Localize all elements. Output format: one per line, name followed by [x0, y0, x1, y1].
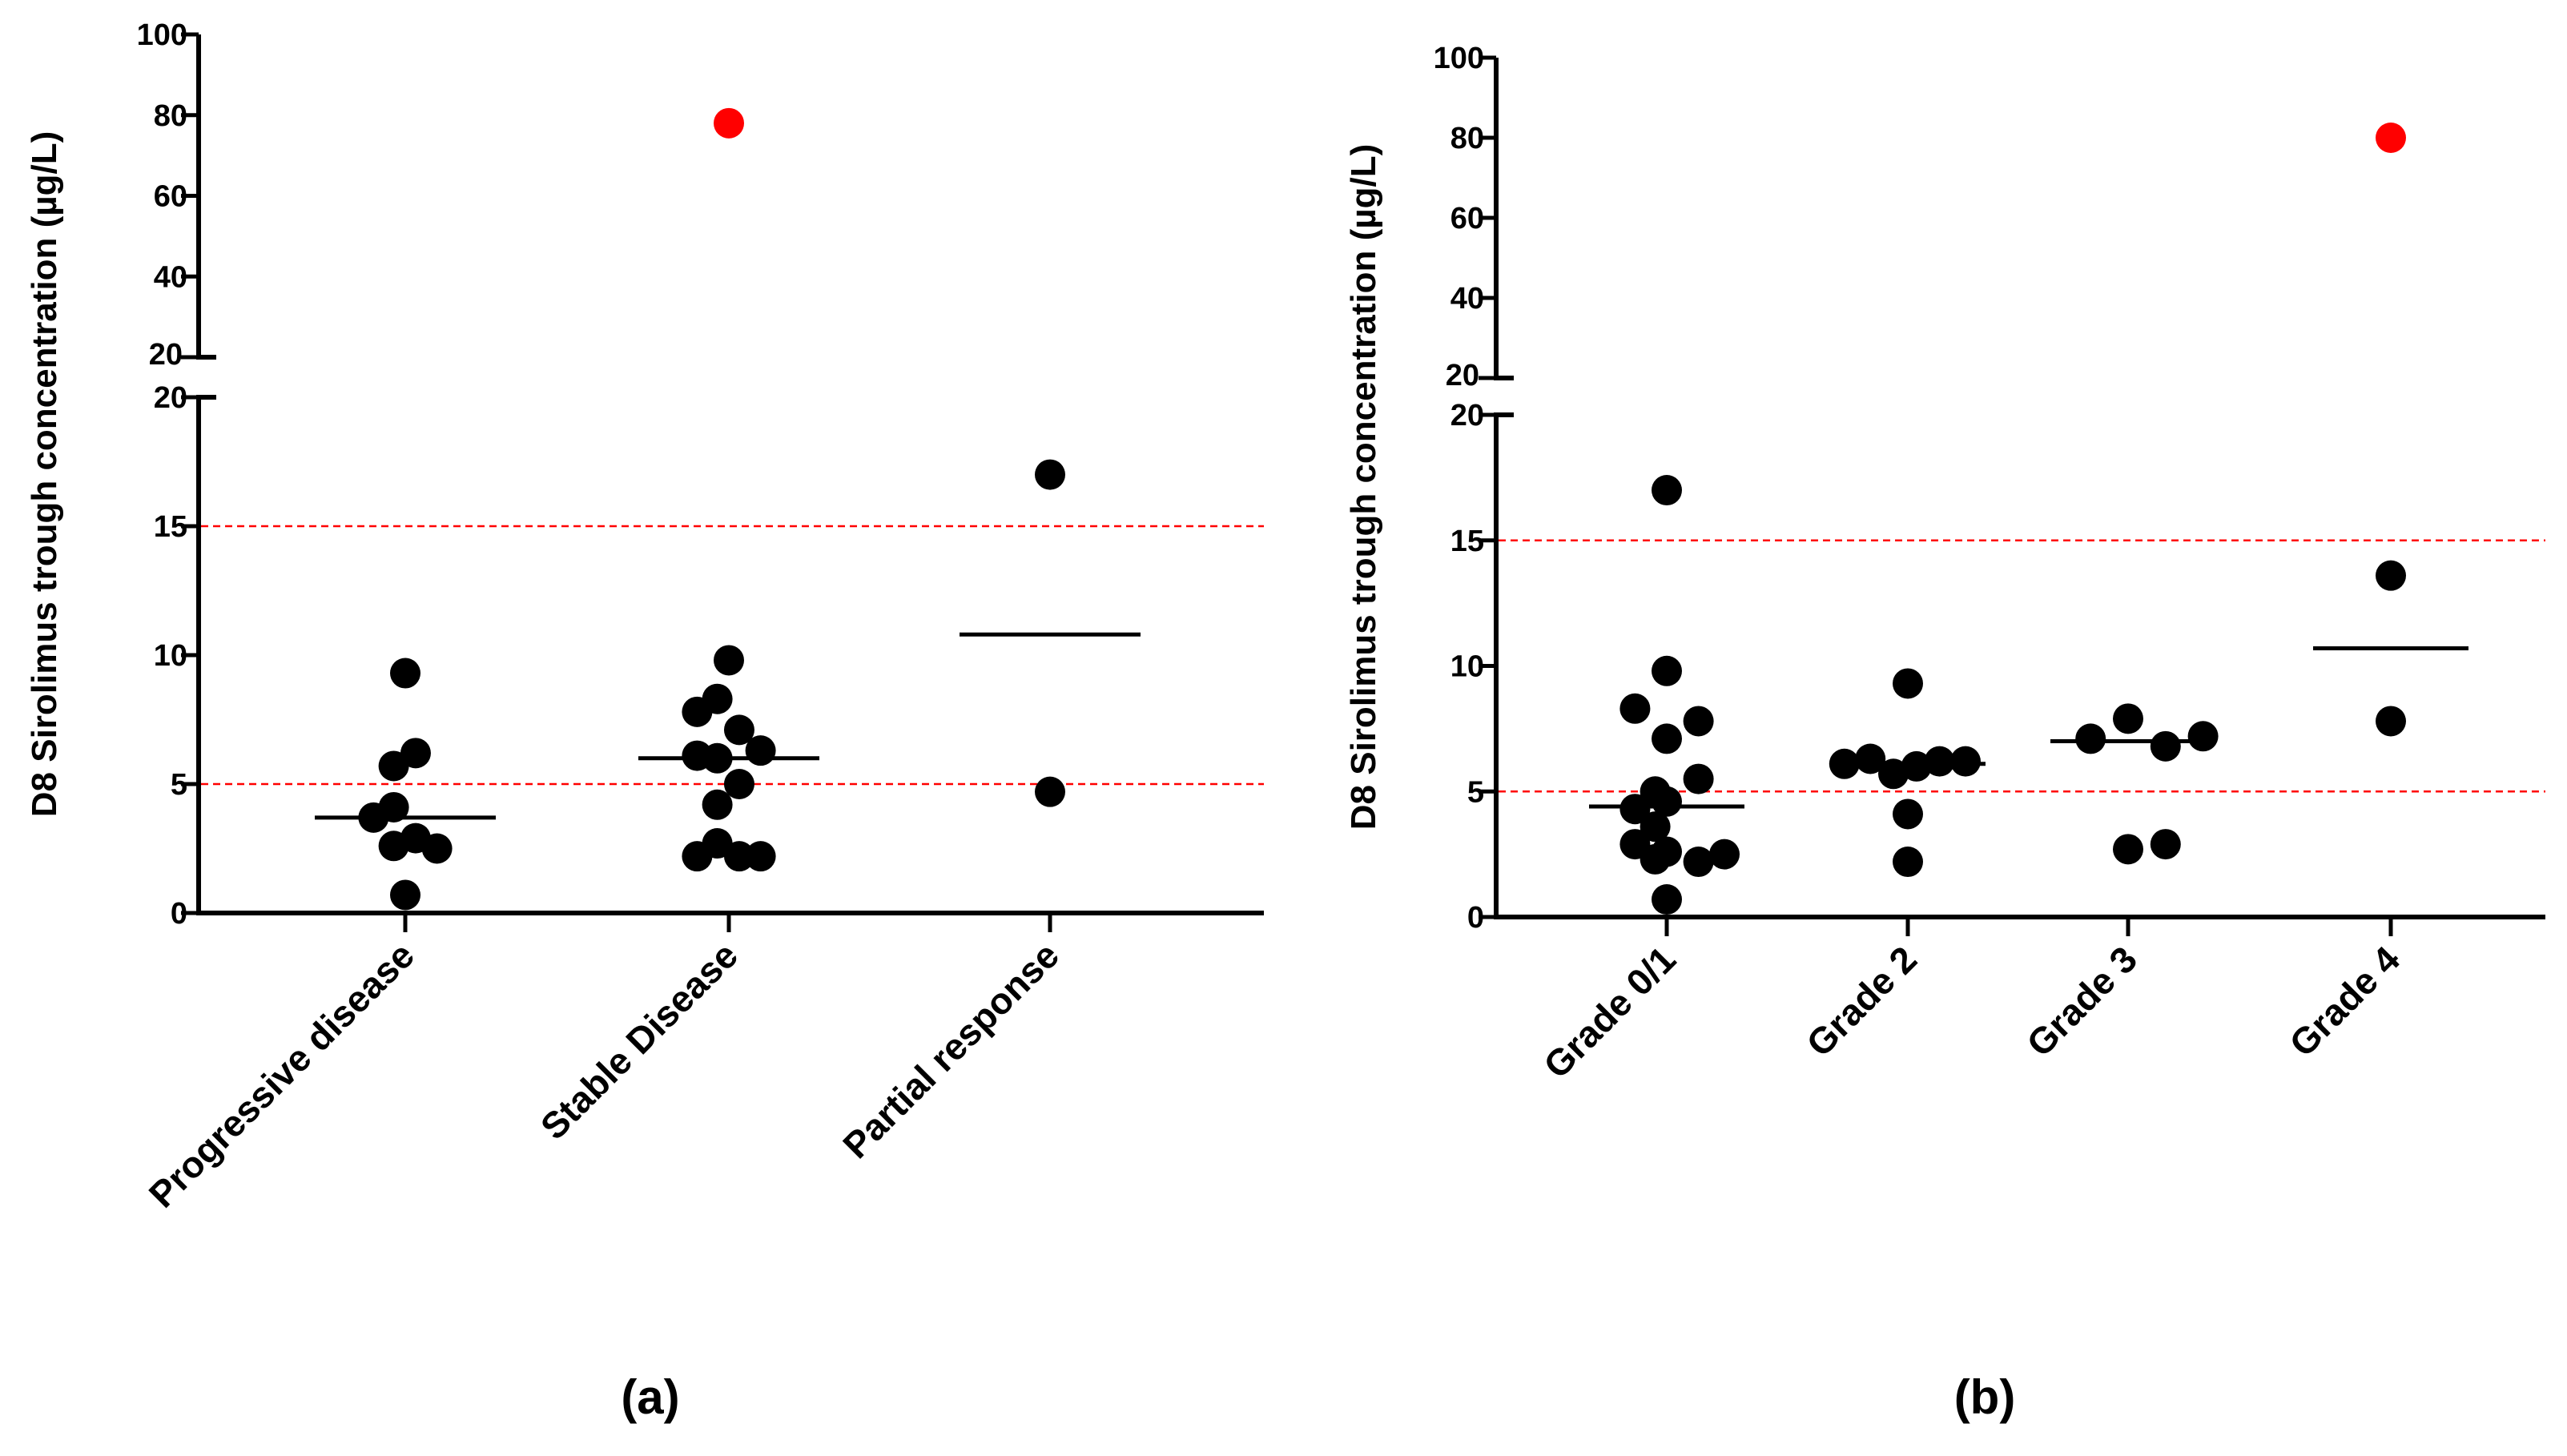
- data-point: [1652, 836, 1682, 867]
- y-tick-label: 100: [137, 18, 187, 52]
- data-point: [1652, 723, 1682, 754]
- y-tick-label: 20: [154, 381, 187, 415]
- data-point: [1652, 884, 1682, 915]
- data-point: [1683, 763, 1714, 794]
- y-tick-label: 10: [1450, 650, 1484, 684]
- x-category-label: Progressive disease: [141, 934, 422, 1215]
- data-point: [1950, 746, 1981, 777]
- data-point: [745, 841, 776, 872]
- chart-panel-b: 0 5 10 15 20 20 40 60 80 100 D8 Sirolimus trough c…: [1344, 42, 2545, 1424]
- y-axis-label: D8 Sirolimus trough concentration (µg/L): [1344, 144, 1383, 830]
- data-point: [390, 879, 420, 911]
- y-tick-label: 15: [1450, 525, 1484, 558]
- y-tick-label: 60: [154, 180, 187, 214]
- data-point: [2376, 560, 2406, 591]
- data-point: [1035, 459, 1065, 490]
- y-tick-label: 5: [171, 768, 187, 802]
- x-category-label: Grade 0/1: [1535, 938, 1684, 1086]
- data-point: [702, 789, 733, 820]
- data-point: [1683, 847, 1714, 878]
- data-point: [1640, 811, 1671, 843]
- data-point: [1652, 655, 1682, 686]
- data-point: [1683, 706, 1714, 737]
- panel-label: (b): [1954, 1370, 2016, 1424]
- data-point: [1652, 475, 1682, 506]
- outlier-point: [2376, 123, 2406, 153]
- data-point: [390, 658, 420, 689]
- y-tick-label: 20: [1446, 359, 1479, 392]
- data-point: [702, 683, 733, 714]
- y-tick-label: 80: [1450, 122, 1484, 155]
- data-point: [1619, 693, 1651, 724]
- y-tick-label: 40: [154, 260, 187, 294]
- outlier-point: [714, 107, 744, 139]
- data-point: [1893, 847, 1923, 878]
- data-point: [2075, 723, 2106, 754]
- data-point: [1855, 743, 1886, 774]
- y-tick-label: 15: [154, 510, 187, 544]
- data-point: [378, 750, 409, 782]
- data-point: [1619, 794, 1651, 825]
- y-tick-label: 5: [1467, 775, 1484, 809]
- data-point: [1924, 746, 1955, 777]
- data-point: [1878, 758, 1909, 790]
- x-category-label: Grade 4: [2281, 938, 2408, 1064]
- data-point: [1829, 748, 1860, 779]
- data-point: [745, 735, 776, 766]
- data-point: [2150, 730, 2181, 762]
- y-tick-label: 60: [1450, 202, 1484, 235]
- data-point: [2113, 703, 2143, 734]
- data-point: [702, 742, 733, 774]
- data-point: [2150, 829, 2181, 860]
- y-tick-label: 100: [1434, 42, 1484, 75]
- y-tick-label: 0: [1467, 901, 1484, 935]
- x-category-label: Partial response: [835, 934, 1067, 1166]
- y-tick-label: 0: [171, 897, 187, 931]
- data-point: [400, 738, 431, 769]
- chart-panel-a: 0 5 10 15 20 20 40 60 80 100 D8 Sirolimus trough c…: [25, 18, 1264, 1424]
- data-point: [378, 791, 409, 823]
- data-point: [421, 833, 453, 864]
- y-tick-label: 10: [154, 639, 187, 673]
- x-category-label: Grade 2: [1798, 938, 1925, 1064]
- panel-label: (a): [621, 1370, 679, 1424]
- data-point: [1709, 839, 1740, 870]
- y-tick-label: 80: [154, 99, 187, 133]
- data-point: [1893, 798, 1923, 830]
- data-point: [2113, 834, 2143, 865]
- y-tick-label: 40: [1450, 282, 1484, 316]
- data-point: [1652, 786, 1682, 817]
- x-category-label: Grade 3: [2018, 938, 2145, 1064]
- data-point: [2187, 721, 2219, 752]
- x-category-label: Stable Disease: [533, 934, 746, 1147]
- y-tick-label: 20: [1450, 399, 1484, 432]
- y-tick-label: 20: [149, 338, 183, 372]
- data-point: [2376, 706, 2406, 737]
- data-point: [1893, 668, 1923, 699]
- data-point: [714, 645, 744, 676]
- data-point: [723, 841, 754, 872]
- data-point: [1035, 776, 1065, 807]
- data-point: [702, 828, 733, 859]
- data-point: [723, 714, 754, 746]
- y-axis-label: D8 Sirolimus trough concentration (µg/L): [25, 131, 64, 817]
- data-point: [1901, 750, 1932, 782]
- data-point: [723, 769, 754, 799]
